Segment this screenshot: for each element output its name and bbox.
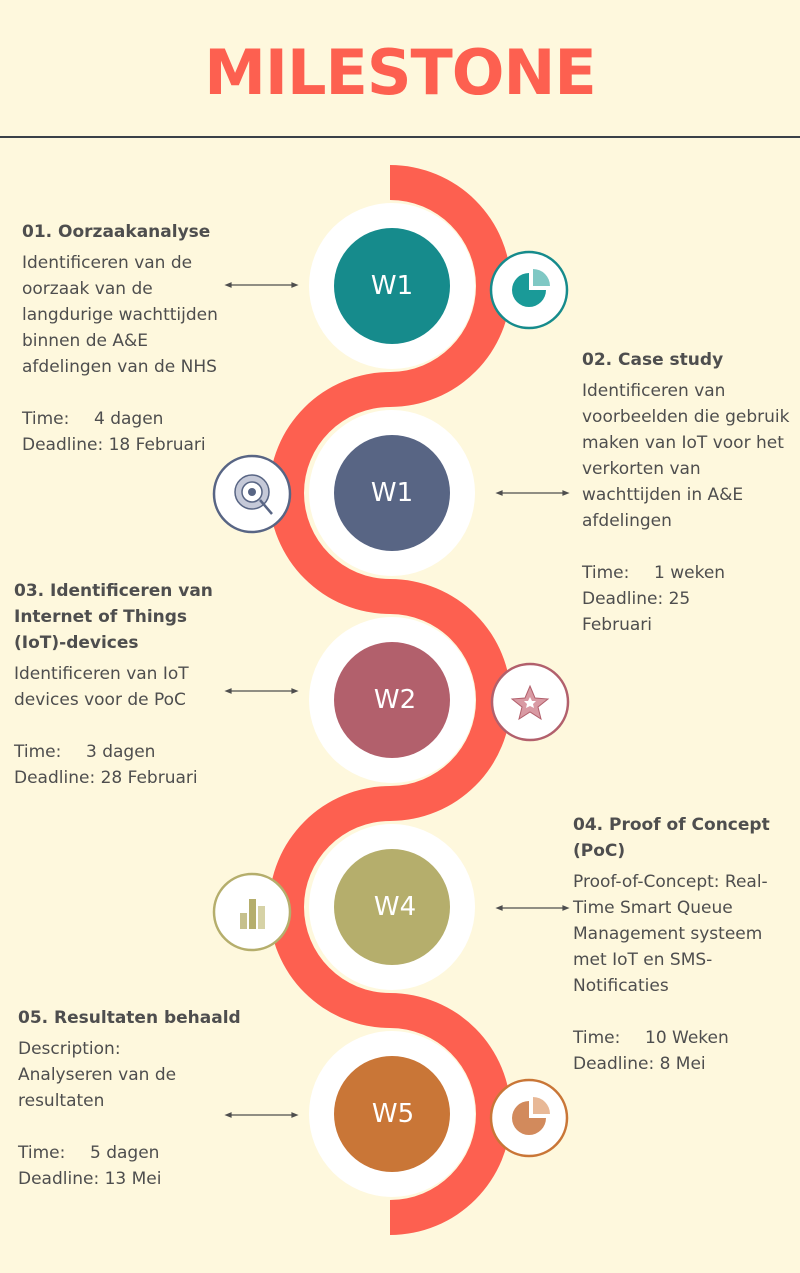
milestone-heading: 05. Resultaten behaald bbox=[18, 1008, 241, 1028]
milestone-week-label: W2 bbox=[373, 685, 417, 715]
milestone-week-label: W1 bbox=[370, 271, 414, 301]
milestone-week-label: W5 bbox=[371, 1099, 415, 1129]
milestone-node-3 bbox=[334, 642, 450, 758]
milestone-node-2 bbox=[334, 435, 450, 551]
pie-chart-icon bbox=[489, 1078, 569, 1158]
milestone-week-label: W4 bbox=[373, 892, 417, 922]
milestone-description: Description: Analyseren van de resultate… bbox=[18, 1039, 177, 1111]
milestone-time: Time: 3 dagen bbox=[14, 742, 156, 762]
timeline-ribbon bbox=[269, 165, 511, 1235]
milestone-card-3: 03. Identificeren van Internet of Things… bbox=[14, 578, 239, 791]
milestone-card-1: 01. Oorzaakanalyse Identificeren van de … bbox=[22, 219, 227, 458]
milestone-card-4: 04. Proof of Concept (PoC) Proof-of-Conc… bbox=[573, 812, 788, 1077]
milestone-deadline: Deadline: 13 Mei bbox=[18, 1169, 162, 1189]
page-title: MILESTONE bbox=[204, 36, 597, 109]
target-icon bbox=[212, 454, 292, 534]
milestone-time: Time: 5 dagen bbox=[18, 1143, 160, 1163]
milestone-description: Identificeren van IoT devices voor de Po… bbox=[14, 664, 189, 710]
milestone-deadline: Deadline: 28 Februari bbox=[14, 768, 198, 788]
milestone-deadline: Deadline: 18 Februari bbox=[22, 435, 206, 455]
connector-arrows bbox=[224, 282, 570, 1118]
milestone-node-5 bbox=[334, 1056, 450, 1172]
star-icon bbox=[490, 662, 570, 742]
milestone-time: Time: 1 weken bbox=[582, 563, 726, 583]
milestone-time: Time: 4 dagen bbox=[22, 409, 164, 429]
milestone-node-1 bbox=[334, 228, 450, 344]
milestone-week-label: W1 bbox=[370, 478, 414, 508]
bar-chart-icon bbox=[212, 872, 292, 952]
milestone-heading: 02. Case study bbox=[582, 350, 724, 370]
pie-chart-icon bbox=[489, 250, 569, 330]
milestone-heading: 04. Proof of Concept (PoC) bbox=[573, 815, 770, 861]
milestone-node-4 bbox=[334, 849, 450, 965]
milestone-deadline: Deadline: 25 Februari bbox=[582, 589, 691, 635]
milestone-card-5: 05. Resultaten behaald Description: Anal… bbox=[18, 1005, 248, 1192]
milestone-deadline: Deadline: 8 Mei bbox=[573, 1054, 706, 1074]
title-divider bbox=[0, 136, 800, 138]
milestone-description: Proof-of-Concept: Real-Time Smart Queue … bbox=[573, 872, 768, 996]
milestone-description: Identificeren van de oorzaak van de lang… bbox=[22, 253, 218, 377]
milestone-heading: 01. Oorzaakanalyse bbox=[22, 222, 211, 242]
milestone-time: Time: 10 Weken bbox=[573, 1028, 729, 1048]
milestone-card-2: 02. Case study Identificeren van voorbee… bbox=[582, 347, 792, 638]
milestone-heading: 03. Identificeren van Internet of Things… bbox=[14, 581, 213, 653]
milestone-description: Identificeren van voorbeelden die gebrui… bbox=[582, 381, 790, 531]
